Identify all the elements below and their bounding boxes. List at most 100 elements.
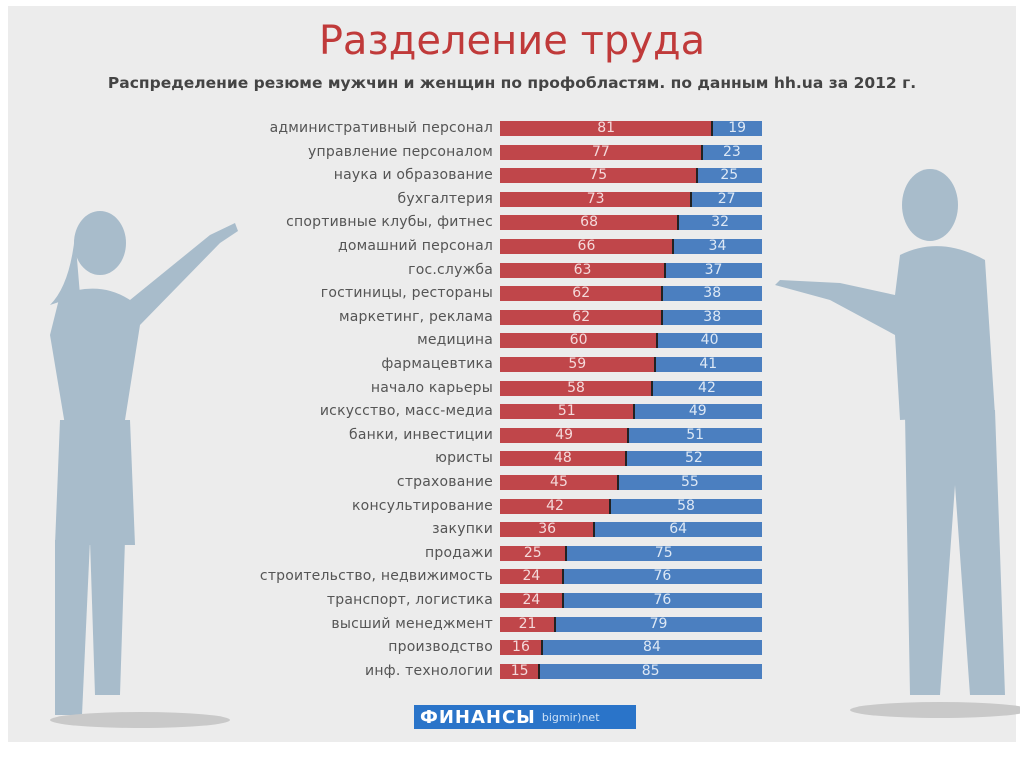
bar-blue: [662, 286, 762, 302]
value-label-blue: 34: [708, 238, 727, 254]
value-label-red: 45: [550, 474, 568, 490]
value-label-blue: 85: [641, 662, 660, 679]
category-label: управление персоналом: [308, 143, 493, 160]
bar-red: [500, 357, 655, 372]
bar-divider: [650, 380, 653, 396]
category-label: консультирование: [352, 497, 493, 514]
category-label: страхование: [396, 474, 493, 490]
value-label-blue: 51: [686, 426, 705, 443]
bar-red: [500, 286, 663, 302]
bar-divider: [627, 427, 630, 443]
bar-blue: [565, 545, 762, 561]
bar-divider: [661, 309, 664, 325]
category-label: гос.служба: [408, 261, 493, 278]
value-label-red: 42: [546, 497, 564, 514]
value-label-red: 75: [589, 167, 608, 184]
bar-blue: [633, 404, 762, 420]
value-label-red: 66: [577, 238, 596, 254]
bar-divider: [695, 168, 698, 184]
finansy-logo: ФИНАНСЫ bigmir)net: [414, 705, 636, 729]
value-label-red: 60: [569, 332, 588, 349]
bar-red: [500, 616, 556, 632]
value-label-red: 36: [538, 521, 557, 538]
bar-red: [500, 640, 542, 656]
logo-main: ФИНАНСЫ: [420, 706, 536, 728]
category-label: домашний персонал: [338, 238, 493, 254]
category-label: искусство, масс-медиа: [319, 403, 493, 420]
bar-red: [500, 593, 563, 608]
bar-blue: [662, 309, 762, 325]
bar-blue: [678, 215, 762, 231]
category-label: производство: [388, 639, 493, 656]
value-label-red: 62: [572, 285, 591, 302]
category-label: бухгалтерия: [397, 190, 493, 207]
bar-red: [500, 380, 652, 396]
category-label: продажи: [425, 544, 493, 561]
bar-blue: [701, 144, 762, 160]
bar-red: [500, 191, 692, 207]
value-label-red: 48: [553, 450, 572, 467]
category-label: инф. технологии: [365, 662, 493, 679]
bar-blue: [625, 451, 762, 467]
value-label-red: 73: [586, 190, 605, 207]
chart-title: Разделение труда: [318, 18, 706, 64]
value-label-red: 25: [523, 544, 542, 561]
category-label: юристы: [435, 450, 493, 467]
bar-divider: [554, 616, 557, 632]
bar-blue: [562, 593, 762, 608]
category-label: банки, инвестиции: [348, 426, 493, 443]
bar-blue: [562, 569, 762, 585]
bar-divider: [540, 640, 543, 656]
bar-blue: [539, 663, 762, 679]
value-label-red: 81: [597, 120, 616, 136]
bar-blue: [672, 239, 762, 254]
bar-red: [500, 168, 697, 184]
bar-divider: [561, 593, 564, 608]
bar-divider: [593, 522, 596, 538]
bar-blue: [610, 498, 762, 514]
category-label: транспорт, логистика: [326, 592, 493, 608]
value-label-red: 16: [512, 639, 530, 656]
value-label-blue: 52: [684, 450, 703, 467]
category-label: начало карьеры: [370, 379, 493, 396]
category-label: закупки: [432, 521, 493, 538]
bar-red: [500, 121, 713, 136]
value-label-blue: 40: [700, 332, 719, 349]
bar-blue: [657, 333, 762, 349]
value-label-blue: 25: [720, 167, 739, 184]
bar-divider: [538, 663, 541, 679]
bar-divider: [609, 498, 612, 514]
bar-blue: [555, 616, 762, 632]
value-label-red: 24: [522, 592, 541, 608]
bar-divider: [561, 569, 564, 585]
bar-blue: [691, 191, 762, 207]
bar-blue: [594, 522, 762, 538]
value-label-blue: 19: [728, 120, 747, 136]
category-label: медицина: [417, 332, 493, 349]
man-figure: [775, 169, 1020, 718]
value-label-blue: 38: [703, 308, 722, 325]
value-label-blue: 79: [649, 615, 668, 632]
category-label: строительство, недвижимость: [259, 568, 493, 585]
category-label: высший менеджмент: [331, 615, 493, 632]
value-label-blue: 41: [699, 356, 718, 372]
value-label-blue: 38: [703, 285, 722, 302]
value-label-red: 68: [580, 214, 598, 231]
bar-divider: [564, 545, 567, 561]
bar-divider: [656, 333, 659, 349]
bar-blue: [696, 168, 762, 184]
bar-red: [500, 239, 673, 254]
value-label-red: 77: [591, 143, 610, 160]
bar-red: [500, 262, 666, 278]
bar-blue: [617, 475, 762, 490]
bar-blue: [651, 380, 762, 396]
value-label-blue: 23: [722, 143, 741, 160]
bar-divider: [616, 475, 619, 490]
bar-red: [500, 309, 663, 325]
bar-divider: [700, 144, 703, 160]
bar-blue: [665, 262, 762, 278]
value-label-red: 24: [522, 568, 541, 585]
value-label-blue: 64: [669, 521, 688, 538]
value-label-red: 63: [573, 261, 592, 278]
value-label-blue: 49: [688, 403, 707, 420]
